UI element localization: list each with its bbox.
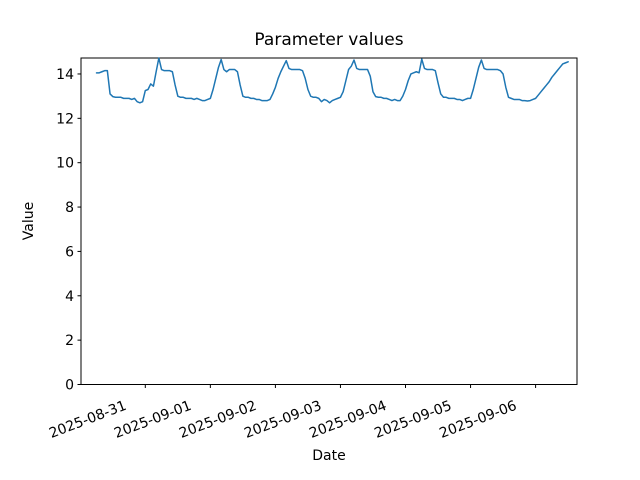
x-axis-label: Date bbox=[312, 448, 345, 464]
y-tick-label: 14 bbox=[56, 67, 74, 83]
axes-spines bbox=[80, 57, 578, 385]
y-tick-label: 2 bbox=[65, 333, 74, 349]
x-axis-ticks: 2025-08-312025-09-012025-09-022025-09-03… bbox=[47, 384, 537, 442]
y-tick-label: 10 bbox=[56, 156, 74, 172]
parameter-values-line bbox=[95, 57, 569, 104]
y-axis-label: Value bbox=[21, 202, 37, 240]
y-tick-label: 12 bbox=[56, 111, 74, 127]
y-tick-label: 8 bbox=[65, 200, 74, 216]
y-tick-label: 4 bbox=[65, 289, 74, 305]
plot-border bbox=[80, 57, 578, 385]
data-series-line bbox=[95, 57, 569, 104]
y-tick-label: 0 bbox=[65, 378, 74, 394]
y-axis-ticks: 0 2 4 6 8 10 12 14 bbox=[56, 67, 81, 394]
chart-title: Parameter values bbox=[254, 30, 403, 50]
y-tick-label: 6 bbox=[65, 244, 74, 260]
